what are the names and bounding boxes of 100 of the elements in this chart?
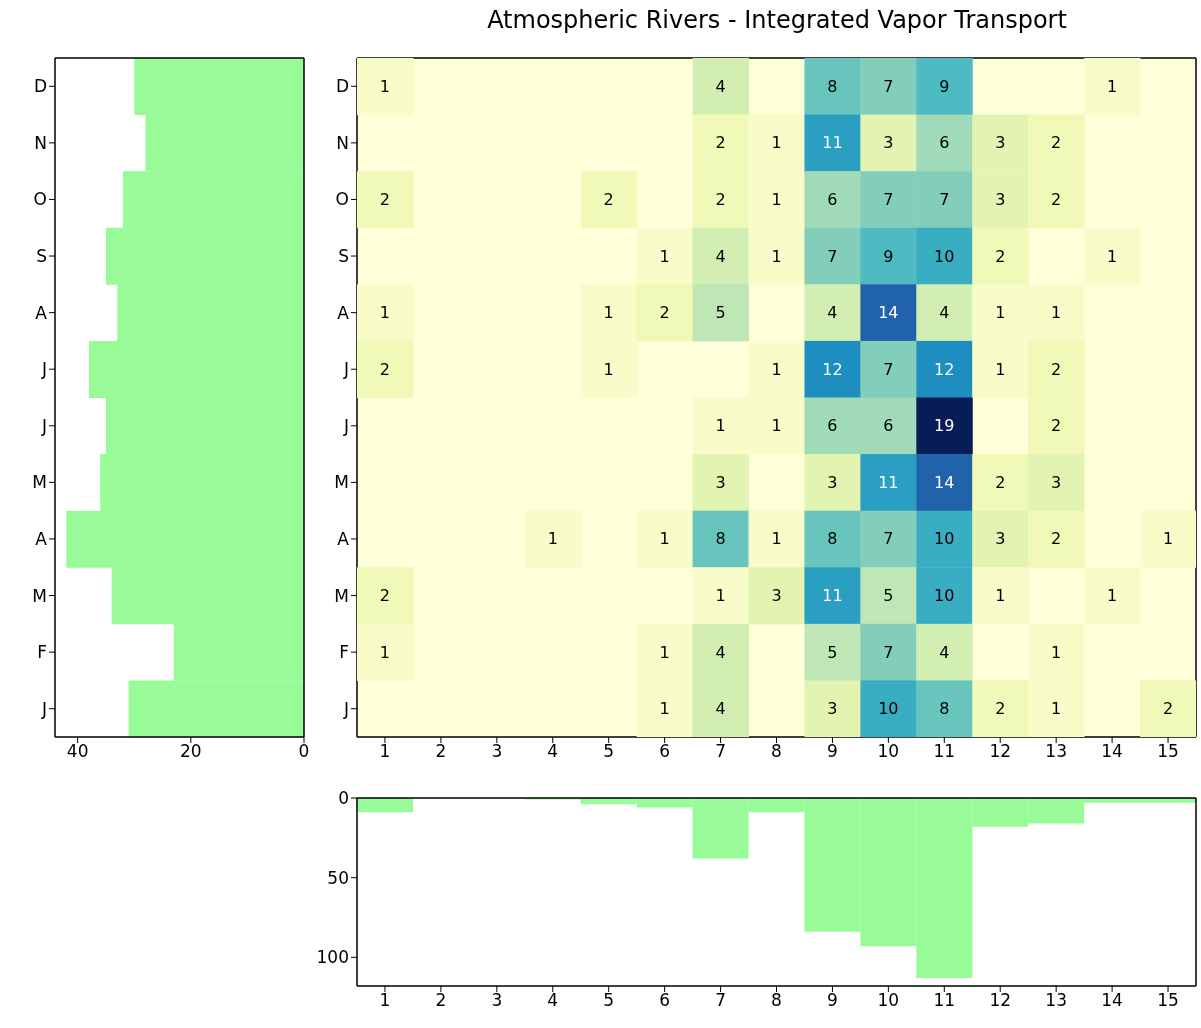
x-tick-label: 5 bbox=[603, 990, 615, 1011]
y-tick-label: A bbox=[35, 528, 48, 549]
data-label: 8 bbox=[827, 76, 838, 96]
data-label: 10 bbox=[878, 699, 899, 719]
x-tick-label: 14 bbox=[1101, 741, 1123, 762]
data-label: 1 bbox=[379, 76, 391, 96]
data-label: 3 bbox=[883, 133, 894, 153]
data-label: 12 bbox=[822, 359, 843, 379]
x-tick-label: 12 bbox=[989, 741, 1012, 762]
data-label: 1 bbox=[603, 303, 614, 323]
y-tick-label: A bbox=[337, 528, 350, 549]
y-tick-label: J bbox=[40, 415, 47, 436]
data-label: 1 bbox=[715, 586, 726, 606]
data-label: 3 bbox=[771, 586, 782, 606]
data-label: 8 bbox=[939, 699, 950, 719]
data-label: 3 bbox=[995, 189, 1006, 209]
data-label: 3 bbox=[827, 472, 838, 492]
data-label: 1 bbox=[771, 246, 782, 266]
data-label: 4 bbox=[715, 76, 726, 96]
data-label: 9 bbox=[939, 76, 950, 96]
data-label: 2 bbox=[995, 472, 1006, 492]
data-label: 7 bbox=[883, 359, 894, 379]
data-label: 1 bbox=[659, 246, 670, 266]
data-label: 6 bbox=[939, 133, 950, 153]
y-tick-label: D bbox=[33, 76, 47, 97]
x-tick-label: 7 bbox=[715, 990, 726, 1011]
data-label: 1 bbox=[603, 359, 614, 379]
data-label: 11 bbox=[878, 472, 899, 492]
data-label: 5 bbox=[715, 303, 726, 323]
data-label: 2 bbox=[1051, 189, 1062, 209]
x-tick-label: 4 bbox=[547, 990, 559, 1011]
y-tick-label: M bbox=[334, 585, 349, 606]
data-label: 14 bbox=[934, 472, 955, 492]
data-label: 6 bbox=[827, 416, 838, 436]
y-tick-label: M bbox=[32, 472, 47, 493]
data-label: 7 bbox=[883, 76, 894, 96]
data-label: 1 bbox=[1051, 303, 1062, 323]
data-label: 1 bbox=[1051, 699, 1062, 719]
data-label: 6 bbox=[827, 189, 838, 209]
data-label: 10 bbox=[934, 246, 955, 266]
data-label: 7 bbox=[883, 189, 894, 209]
x-tick-label: 7 bbox=[715, 741, 726, 762]
data-label: 1 bbox=[659, 529, 670, 549]
data-label: 14 bbox=[878, 303, 899, 323]
data-label: 1 bbox=[771, 416, 782, 436]
data-label: 1 bbox=[1107, 586, 1118, 606]
data-label: 3 bbox=[995, 133, 1006, 153]
chart-title: Atmospheric Rivers - Integrated Vapor Transport bbox=[486, 6, 1068, 34]
data-label: 8 bbox=[715, 529, 726, 549]
data-label: 9 bbox=[883, 246, 894, 266]
data-label: 7 bbox=[939, 189, 950, 209]
x-tick-label: 11 bbox=[933, 741, 956, 762]
data-label: 6 bbox=[883, 416, 894, 436]
y-tick-label: J bbox=[342, 415, 349, 436]
data-label: 1 bbox=[659, 699, 670, 719]
data-label: 1 bbox=[771, 189, 782, 209]
x-tick-label: 3 bbox=[491, 990, 503, 1011]
x-tick-label: 4 bbox=[547, 741, 559, 762]
x-tick-label: 8 bbox=[771, 990, 782, 1011]
data-label: 3 bbox=[827, 699, 838, 719]
data-label: 2 bbox=[603, 189, 614, 209]
data-label: 4 bbox=[939, 303, 950, 323]
y-tick-label: D bbox=[335, 76, 349, 97]
y-tick-label: O bbox=[33, 189, 47, 210]
data-label: 2 bbox=[1051, 529, 1062, 549]
y-tick-label: F bbox=[37, 642, 47, 663]
data-label: 2 bbox=[995, 246, 1006, 266]
y-tick-label: S bbox=[338, 246, 349, 267]
data-label: 4 bbox=[715, 642, 726, 662]
x-tick-label: 12 bbox=[989, 990, 1012, 1011]
data-label: 10 bbox=[934, 586, 955, 606]
x-tick-label: 6 bbox=[659, 741, 671, 762]
data-label: 5 bbox=[827, 642, 838, 662]
data-label: 7 bbox=[883, 529, 894, 549]
data-label: 2 bbox=[379, 586, 391, 606]
data-label: 2 bbox=[715, 133, 726, 153]
data-label: 2 bbox=[995, 699, 1006, 719]
y-tick-label: O bbox=[335, 189, 349, 210]
data-label: 2 bbox=[1051, 416, 1062, 436]
data-label: 1 bbox=[659, 642, 670, 662]
x-tick-label: 5 bbox=[603, 741, 615, 762]
x-tick-label: 15 bbox=[1157, 990, 1179, 1011]
data-label: 7 bbox=[827, 246, 838, 266]
data-label: 2 bbox=[1162, 699, 1174, 719]
y-tick-label: A bbox=[35, 302, 48, 323]
data-label: 19 bbox=[934, 416, 955, 436]
data-label: 4 bbox=[715, 246, 726, 266]
data-label: 1 bbox=[1107, 76, 1118, 96]
data-label: 1 bbox=[995, 586, 1006, 606]
data-label: 1 bbox=[1162, 529, 1174, 549]
data-label: 1 bbox=[379, 642, 391, 662]
y-tick-label: 50 bbox=[327, 867, 349, 888]
x-tick-label: 6 bbox=[659, 990, 671, 1011]
data-label: 1 bbox=[1051, 642, 1062, 662]
y-tick-label: A bbox=[337, 302, 350, 323]
x-tick-label: 0 bbox=[298, 741, 310, 762]
y-tick-label: J bbox=[40, 698, 47, 719]
y-tick-label: M bbox=[334, 472, 349, 493]
y-tick-label: 100 bbox=[316, 947, 349, 968]
data-label: 2 bbox=[1051, 133, 1062, 153]
